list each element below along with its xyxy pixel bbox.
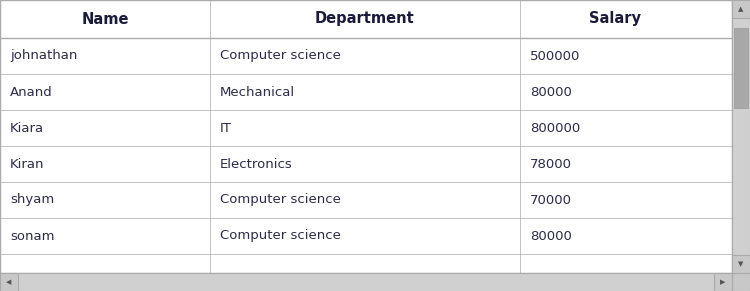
Bar bbox=[0, 182, 732, 218]
Text: Kiara: Kiara bbox=[10, 122, 44, 134]
Bar bbox=[732, 0, 750, 273]
Text: ◀: ◀ bbox=[6, 279, 12, 285]
Text: Computer science: Computer science bbox=[220, 194, 340, 207]
Bar bbox=[0, 273, 732, 291]
Bar bbox=[0, 218, 732, 254]
Bar bbox=[732, 273, 750, 291]
Text: sonam: sonam bbox=[10, 230, 55, 242]
Bar bbox=[732, 255, 750, 273]
Text: Mechanical: Mechanical bbox=[220, 86, 295, 98]
Text: 800000: 800000 bbox=[530, 122, 580, 134]
Text: 78000: 78000 bbox=[530, 157, 572, 171]
Bar bbox=[714, 273, 732, 291]
Text: Electronics: Electronics bbox=[220, 157, 292, 171]
Text: Department: Department bbox=[315, 12, 415, 26]
Text: Name: Name bbox=[81, 12, 129, 26]
Bar bbox=[734, 28, 748, 108]
Text: Kiran: Kiran bbox=[10, 157, 44, 171]
Text: ▲: ▲ bbox=[738, 6, 744, 12]
Bar bbox=[0, 38, 732, 74]
Text: IT: IT bbox=[220, 122, 232, 134]
Text: 500000: 500000 bbox=[530, 49, 580, 63]
Bar bbox=[0, 74, 732, 110]
Text: Computer science: Computer science bbox=[220, 230, 340, 242]
Text: shyam: shyam bbox=[10, 194, 54, 207]
Text: johnathan: johnathan bbox=[10, 49, 77, 63]
Text: Computer science: Computer science bbox=[220, 49, 340, 63]
Bar bbox=[0, 0, 732, 38]
Text: ▶: ▶ bbox=[720, 279, 726, 285]
Text: Salary: Salary bbox=[589, 12, 641, 26]
Bar bbox=[732, 0, 750, 18]
Text: 80000: 80000 bbox=[530, 230, 572, 242]
Text: 80000: 80000 bbox=[530, 86, 572, 98]
Text: 70000: 70000 bbox=[530, 194, 572, 207]
Bar bbox=[0, 146, 732, 182]
Text: Anand: Anand bbox=[10, 86, 53, 98]
Text: ▼: ▼ bbox=[738, 261, 744, 267]
Bar bbox=[0, 273, 18, 291]
Bar bbox=[0, 110, 732, 146]
